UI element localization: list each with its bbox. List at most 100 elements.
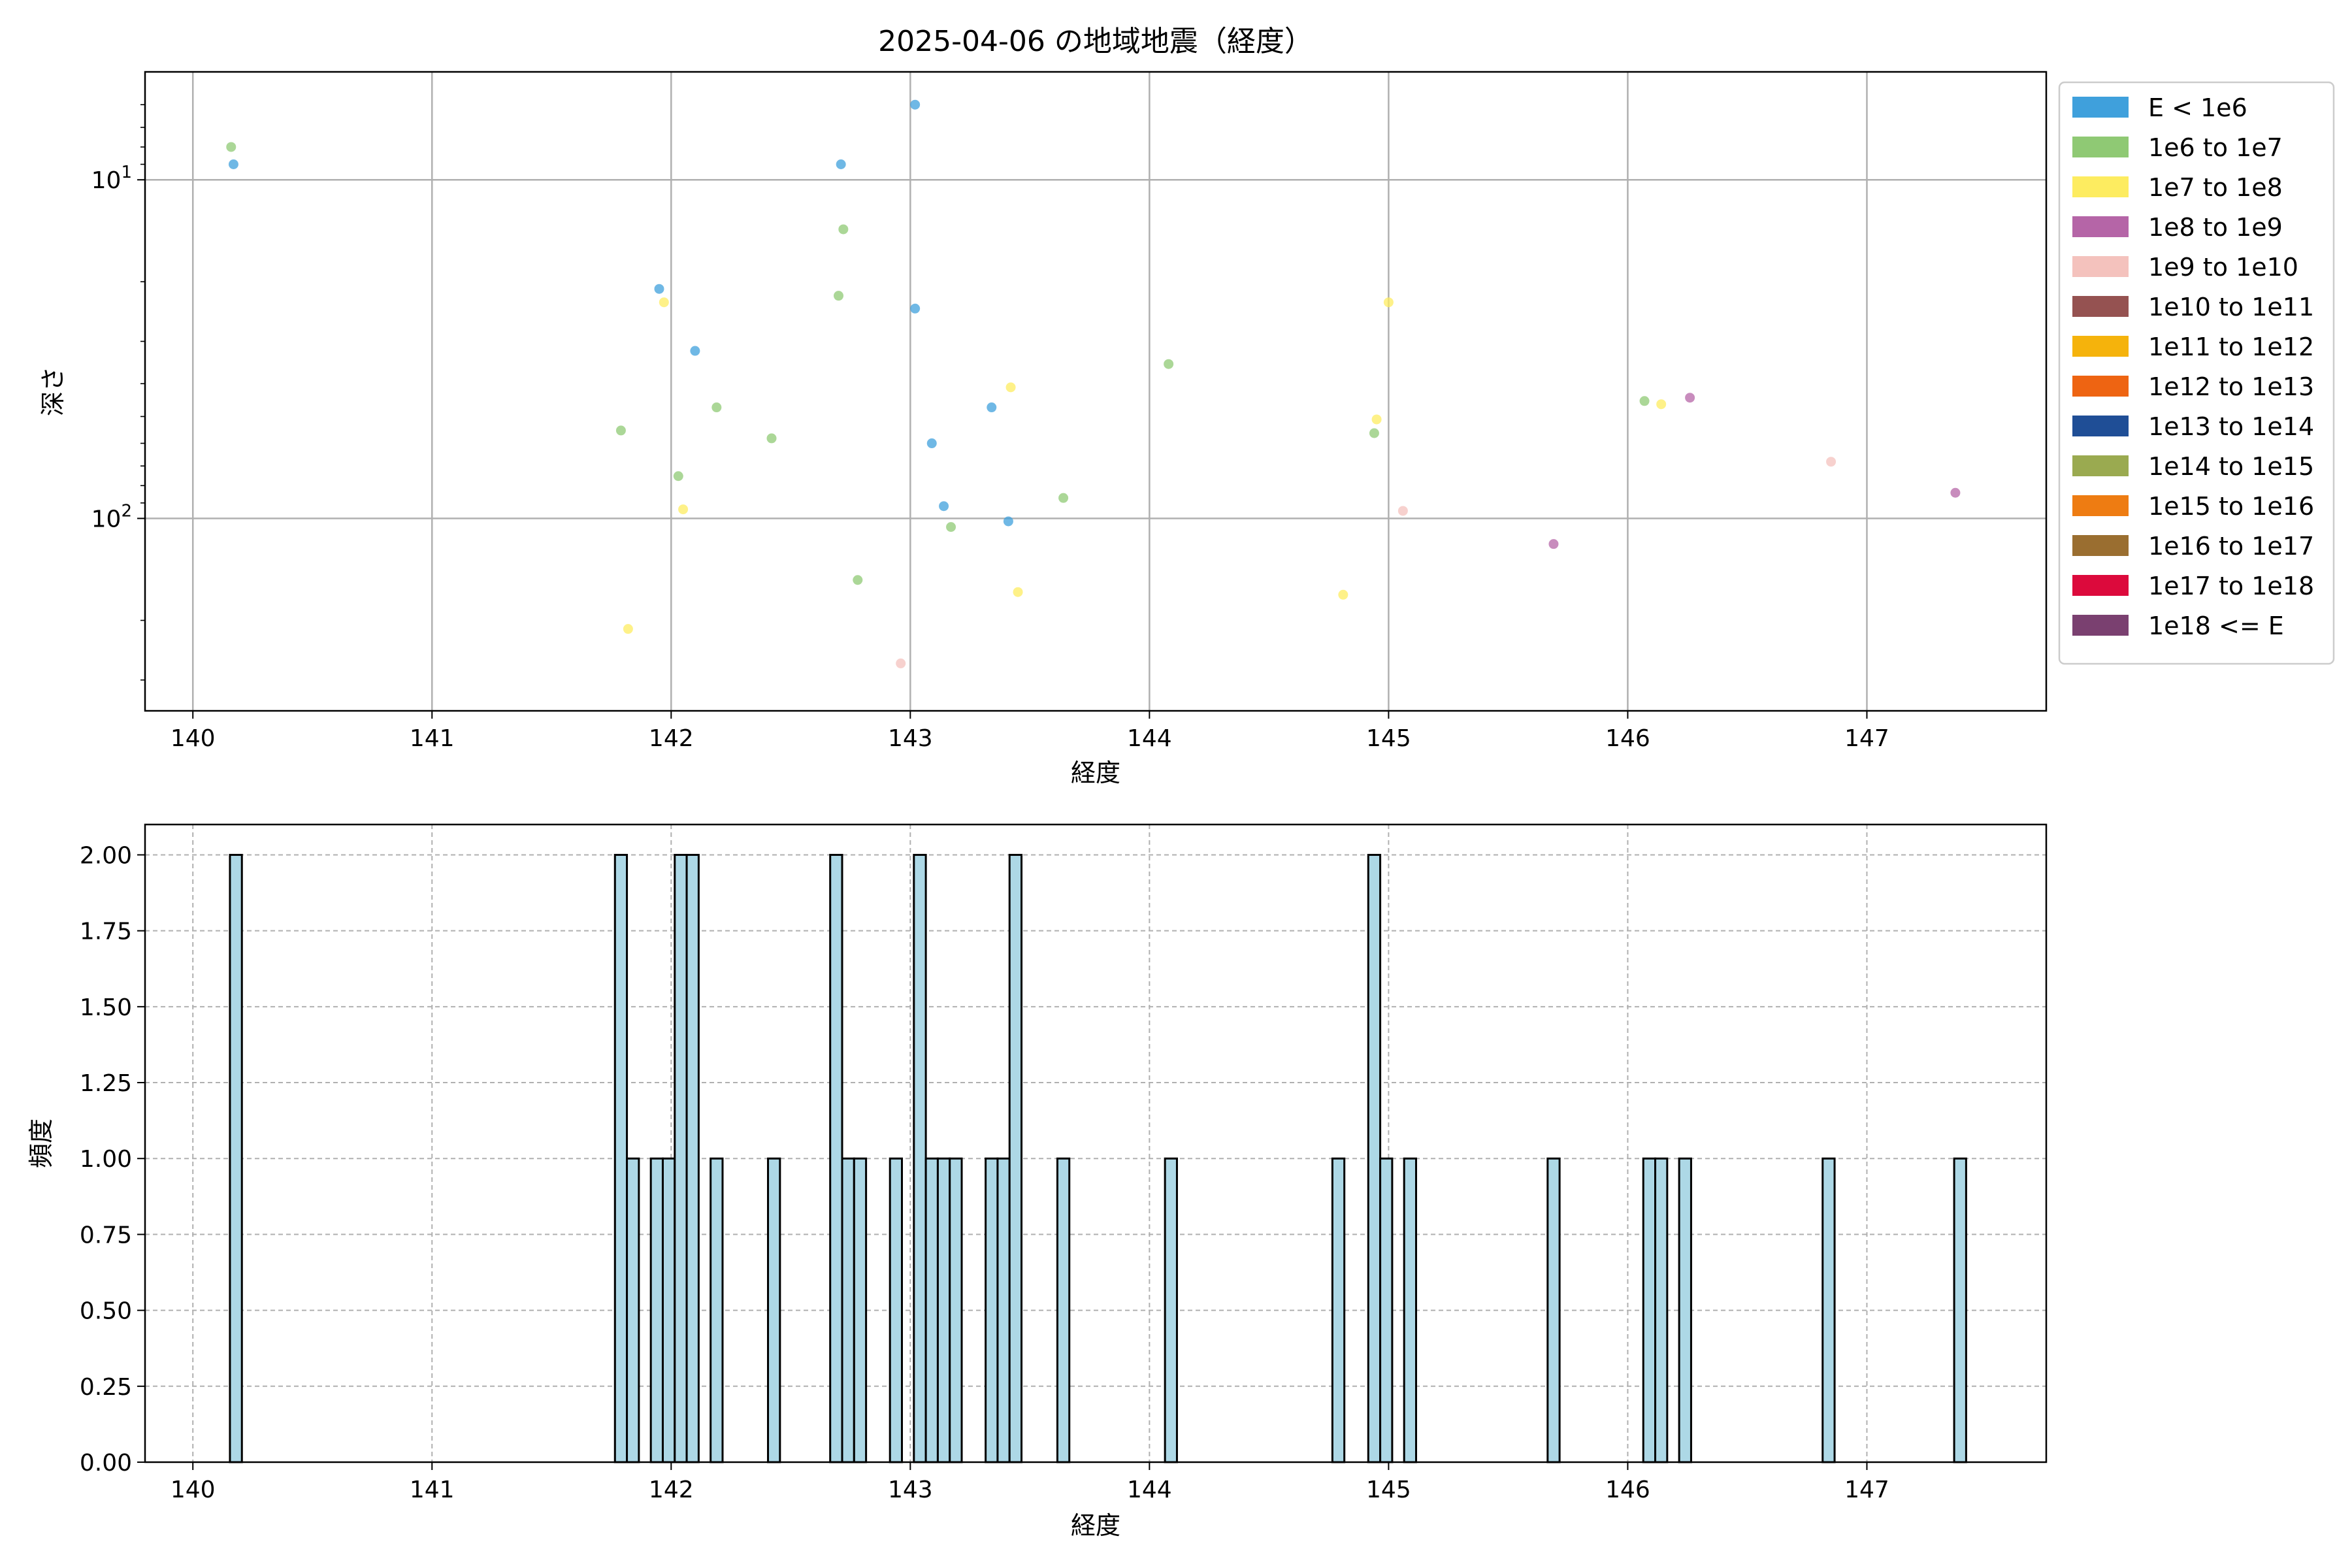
y-axis-label: 頻度 — [27, 1119, 56, 1168]
histogram-bar — [674, 853, 688, 1463]
y-tick-label: 102 — [91, 502, 132, 533]
legend-swatch — [2072, 216, 2129, 237]
data-point — [659, 297, 669, 308]
data-point — [615, 425, 626, 436]
data-point — [1005, 382, 1016, 393]
histogram-bar — [710, 1157, 724, 1463]
data-point — [1003, 516, 1013, 527]
data-point — [910, 99, 921, 110]
histogram-bar — [1164, 1157, 1178, 1463]
data-point — [1950, 487, 1961, 498]
legend-swatch — [2072, 97, 2129, 118]
y-tick-label: 1.50 — [80, 994, 132, 1021]
x-tick-label: 147 — [1844, 725, 1889, 752]
histogram-bar — [685, 853, 700, 1463]
histogram-bar — [949, 1157, 963, 1463]
legend-label: 1e14 to 1e15 — [2148, 452, 2314, 481]
legend-label: 1e10 to 1e11 — [2148, 293, 2314, 321]
legend-swatch — [2072, 376, 2129, 397]
histogram-bar — [626, 1157, 640, 1463]
data-point — [910, 303, 921, 314]
data-point — [766, 433, 777, 444]
data-point — [1369, 428, 1379, 438]
x-tick-label: 146 — [1605, 725, 1650, 752]
data-point — [838, 224, 849, 235]
legend-swatch — [2072, 137, 2129, 157]
histogram-bar — [1678, 1157, 1692, 1463]
data-point — [836, 159, 846, 169]
legend-label: 1e7 to 1e8 — [2148, 173, 2283, 202]
legend-label: 1e11 to 1e12 — [2148, 333, 2314, 361]
histogram-bar — [1008, 853, 1023, 1463]
data-point — [1685, 393, 1695, 403]
legend-swatch — [2072, 455, 2129, 476]
histogram-bar — [1642, 1157, 1657, 1463]
data-point — [1383, 297, 1394, 308]
legend-label: 1e9 to 1e10 — [2148, 253, 2298, 282]
histogram-bar — [985, 1157, 999, 1463]
histogram-bar — [1546, 1157, 1561, 1463]
histogram-bar — [229, 853, 243, 1463]
x-tick-label: 143 — [888, 725, 933, 752]
plot-frame — [144, 71, 2048, 712]
legend-swatch — [2072, 296, 2129, 317]
x-tick-label: 145 — [1366, 1477, 1411, 1503]
legend-label: 1e13 to 1e14 — [2148, 412, 2314, 441]
data-point — [834, 291, 844, 301]
histogram-bar — [853, 1157, 868, 1463]
x-tick-label: 142 — [649, 1477, 694, 1503]
histogram-bar — [1953, 1157, 1967, 1463]
histogram-bar — [913, 853, 927, 1463]
x-axis-label: 経度 — [1071, 1511, 1120, 1540]
data-point — [690, 346, 700, 356]
histogram-bar — [767, 1157, 781, 1463]
y-tick-label: 0.75 — [80, 1222, 132, 1249]
y-axis-label: 深さ — [39, 367, 67, 416]
data-point — [1371, 414, 1382, 425]
x-tick-label: 140 — [171, 725, 216, 752]
depth-scatter-chart: 140 141 142 143 144 145 146 147 101 102 2025-04-06… — [39, 25, 2335, 787]
data-point — [654, 284, 664, 294]
y-tick-label: 1.00 — [80, 1146, 132, 1173]
data-point — [1338, 589, 1348, 600]
x-tick-label: 146 — [1605, 1477, 1650, 1503]
x-tick-label: 141 — [410, 725, 455, 752]
legend-swatch — [2072, 176, 2129, 197]
legend-label: 1e16 to 1e17 — [2148, 532, 2314, 561]
x-tick-label: 140 — [171, 1477, 216, 1503]
plot-frame — [144, 823, 2048, 1463]
legend-label: 1e6 to 1e7 — [2148, 133, 2283, 162]
legend-label: 1e15 to 1e16 — [2148, 492, 2314, 521]
y-tick-label: 0.00 — [80, 1450, 132, 1477]
data-point — [1013, 587, 1023, 597]
histogram-bar — [889, 1157, 904, 1463]
legend-swatch — [2072, 495, 2129, 516]
histogram-bar — [841, 1157, 855, 1463]
histogram-bar — [1056, 1157, 1071, 1463]
y-tick-label: 1.75 — [80, 919, 132, 945]
legend-swatch — [2072, 575, 2129, 596]
x-tick-label: 144 — [1127, 725, 1172, 752]
legend-swatch — [2072, 336, 2129, 357]
histogram-bar — [1367, 853, 1382, 1463]
frequency-histogram-chart: 140 141 142 143 144 145 146 147 0.00 0.25 0.50 0.75… — [27, 823, 2048, 1540]
histogram-bar — [924, 1157, 939, 1463]
legend-swatch — [2072, 535, 2129, 556]
x-tick-label: 142 — [649, 725, 694, 752]
data-point — [1639, 396, 1650, 406]
data-point — [1397, 506, 1408, 516]
histogram-bar — [1403, 1157, 1417, 1463]
x-tick-label: 141 — [410, 1477, 455, 1503]
histogram-bar — [649, 1157, 664, 1463]
histogram-bar — [1821, 1157, 1836, 1463]
data-point — [1164, 359, 1174, 369]
y-tick-label: 1.25 — [80, 1070, 132, 1097]
legend-label: 1e18 <= E — [2148, 612, 2284, 640]
data-point — [987, 402, 997, 413]
data-point — [946, 522, 956, 532]
data-point — [673, 471, 683, 482]
legend-swatch — [2072, 256, 2129, 277]
histogram-bar — [613, 853, 629, 1463]
data-point — [226, 142, 237, 152]
